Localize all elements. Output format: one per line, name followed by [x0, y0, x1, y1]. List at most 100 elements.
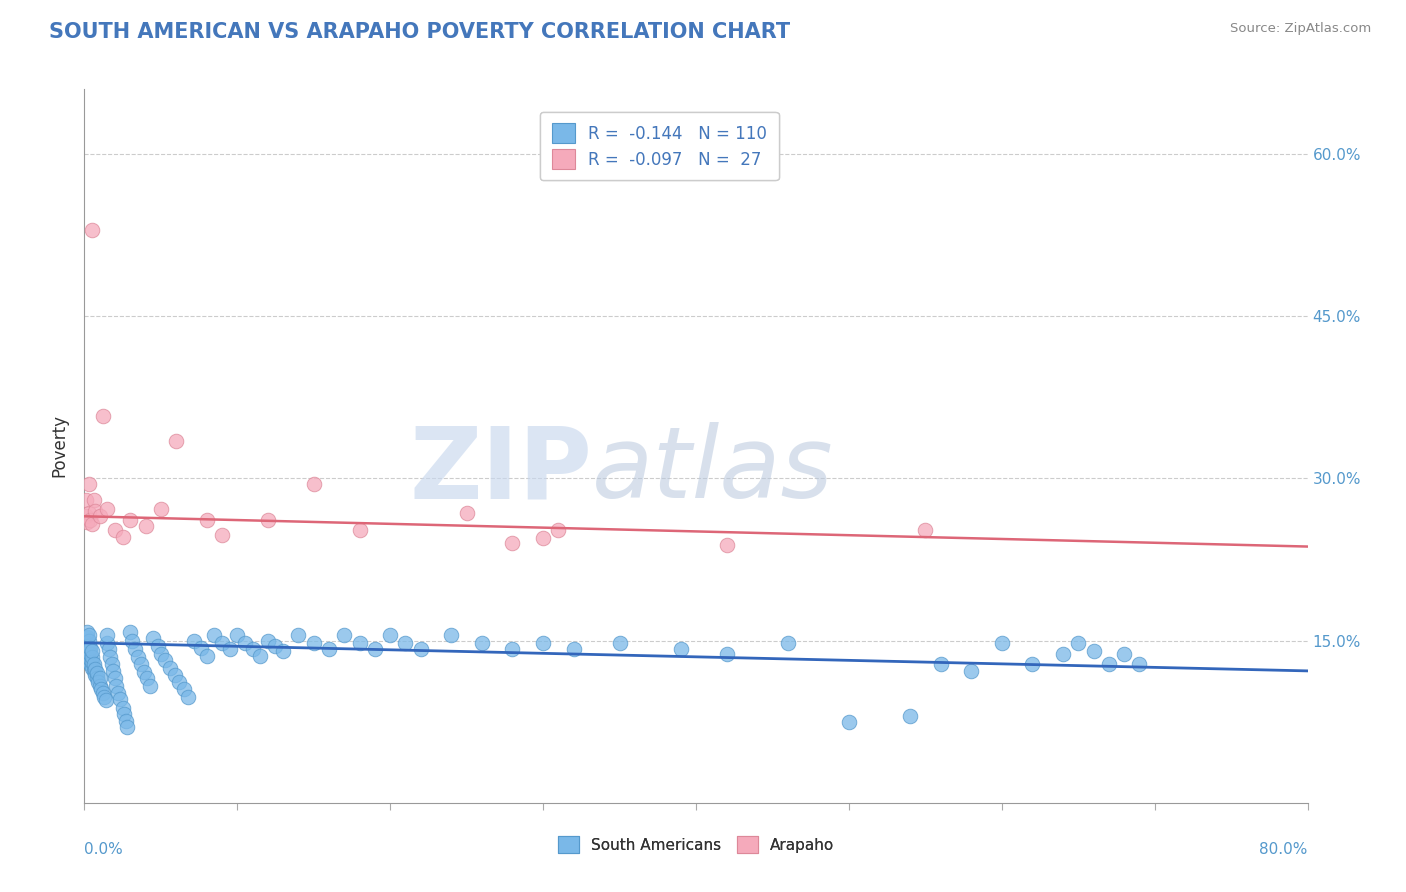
Point [108, 692, 131, 706]
Point [127, 649, 149, 664]
Point [609, 636, 631, 650]
Point [79, 657, 101, 672]
Point [96, 628, 118, 642]
Point [77, 506, 100, 520]
Point [242, 642, 264, 657]
Point [75, 493, 97, 508]
Point [149, 501, 172, 516]
Point [1114, 647, 1136, 661]
Point [364, 642, 387, 657]
Text: ZIP: ZIP [409, 423, 592, 519]
Point [302, 636, 325, 650]
Point [104, 672, 127, 686]
Text: SOUTH AMERICAN VS ARAPAHO POVERTY CORRELATION CHART: SOUTH AMERICAN VS ARAPAHO POVERTY CORREL… [49, 22, 790, 42]
Point [107, 685, 129, 699]
Point [76, 631, 98, 645]
Point [77, 644, 100, 658]
Point [669, 642, 692, 657]
Point [456, 506, 478, 520]
Point [84, 668, 107, 682]
Point [83, 664, 105, 678]
Point [155, 653, 177, 667]
Point [97, 642, 120, 657]
Point [96, 636, 118, 650]
Text: 80.0%: 80.0% [1260, 842, 1308, 857]
Point [80, 223, 103, 237]
Point [302, 476, 325, 491]
Point [287, 628, 309, 642]
Point [79, 641, 101, 656]
Point [716, 539, 738, 553]
Point [93, 690, 115, 704]
Point [226, 628, 249, 642]
Point [91, 685, 114, 699]
Point [838, 714, 860, 729]
Point [167, 674, 190, 689]
Point [531, 531, 554, 545]
Point [776, 636, 799, 650]
Point [173, 682, 195, 697]
Point [135, 519, 157, 533]
Point [271, 644, 294, 658]
Point [502, 642, 524, 657]
Text: atlas: atlas [592, 423, 834, 519]
Point [190, 641, 212, 656]
Point [531, 636, 554, 650]
Point [211, 527, 233, 541]
Point [233, 636, 256, 650]
Point [1021, 657, 1043, 672]
Point [75, 644, 97, 658]
Point [202, 628, 225, 642]
Point [142, 632, 165, 646]
Point [77, 639, 100, 653]
Point [120, 624, 142, 639]
Point [101, 657, 124, 672]
Point [136, 672, 159, 686]
Point [96, 501, 118, 516]
Point [75, 632, 97, 646]
Point [83, 493, 105, 508]
Point [77, 655, 100, 669]
Point [91, 409, 114, 423]
Point [146, 639, 169, 653]
Point [103, 664, 125, 678]
Point [79, 647, 101, 661]
Point [98, 649, 121, 664]
Point [84, 662, 107, 676]
Point [163, 668, 186, 682]
Point [394, 636, 416, 650]
Point [1128, 657, 1150, 672]
Point [991, 636, 1014, 650]
Point [111, 530, 134, 544]
Point [349, 524, 371, 538]
Point [111, 700, 134, 714]
Point [76, 641, 98, 656]
Point [80, 516, 103, 531]
Point [115, 720, 138, 734]
Point [1067, 636, 1090, 650]
Point [211, 636, 233, 650]
Point [80, 644, 103, 658]
Point [75, 639, 97, 653]
Point [264, 639, 287, 653]
Point [1052, 647, 1074, 661]
Point [409, 642, 432, 657]
Point [318, 642, 340, 657]
Point [89, 509, 111, 524]
Point [218, 642, 240, 657]
Point [79, 512, 101, 526]
Point [1083, 644, 1105, 658]
Point [380, 628, 402, 642]
Point [76, 624, 98, 639]
Point [124, 642, 146, 657]
Point [183, 633, 205, 648]
Point [114, 714, 136, 728]
Text: 0.0%: 0.0% [84, 842, 124, 857]
Point [1098, 657, 1121, 672]
Point [502, 536, 524, 550]
Point [104, 524, 127, 538]
Point [83, 657, 105, 672]
Point [87, 674, 110, 689]
Point [132, 665, 155, 679]
Point [914, 524, 936, 538]
